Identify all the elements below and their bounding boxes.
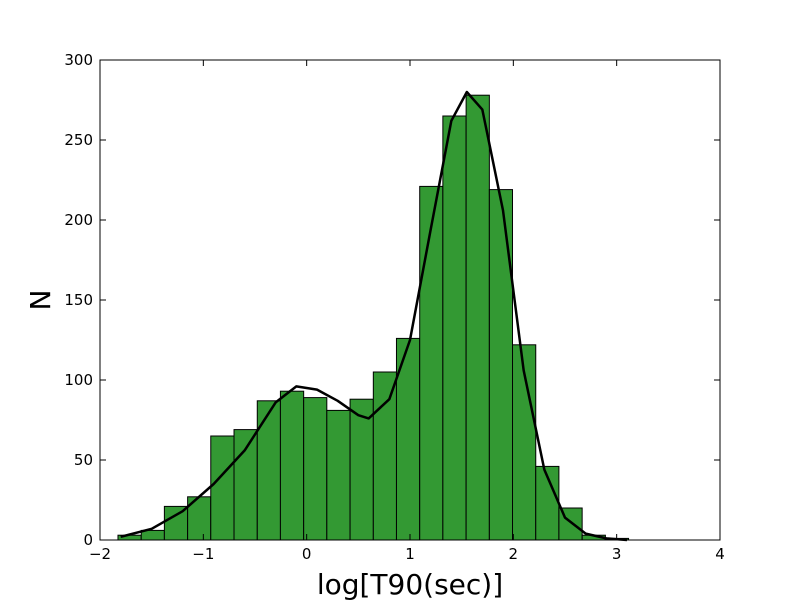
bar bbox=[488, 189, 514, 541]
y-tick-label: 100 bbox=[64, 371, 93, 389]
y-tick-label: 300 bbox=[64, 51, 93, 69]
bar bbox=[419, 185, 444, 541]
y-tick-label: 250 bbox=[64, 131, 93, 149]
bar bbox=[326, 409, 351, 541]
y-axis-label: N bbox=[24, 290, 57, 311]
x-axis-label: log[T90(sec)] bbox=[317, 568, 503, 600]
x-tick-label: 0 bbox=[302, 545, 312, 563]
bar bbox=[442, 115, 467, 541]
bar bbox=[372, 371, 397, 541]
y-tick-label: 50 bbox=[74, 451, 93, 469]
bar bbox=[303, 397, 328, 541]
x-tick-label: −2 bbox=[89, 545, 111, 563]
bar bbox=[233, 429, 258, 541]
fit-curve bbox=[120, 90, 628, 542]
x-tick-label: 1 bbox=[405, 545, 415, 563]
bar bbox=[256, 400, 281, 541]
bar bbox=[349, 398, 374, 541]
x-tick-label: −1 bbox=[192, 545, 214, 563]
x-tick-label: 3 bbox=[612, 545, 622, 563]
y-tick-label: 0 bbox=[83, 531, 93, 549]
y-tick-label: 200 bbox=[64, 211, 93, 229]
bar bbox=[465, 94, 490, 541]
bar bbox=[279, 390, 305, 541]
y-tick-label: 150 bbox=[64, 291, 93, 309]
x-tick-label: 2 bbox=[509, 545, 519, 563]
bar bbox=[210, 435, 235, 541]
x-tick-label: 4 bbox=[715, 545, 725, 563]
